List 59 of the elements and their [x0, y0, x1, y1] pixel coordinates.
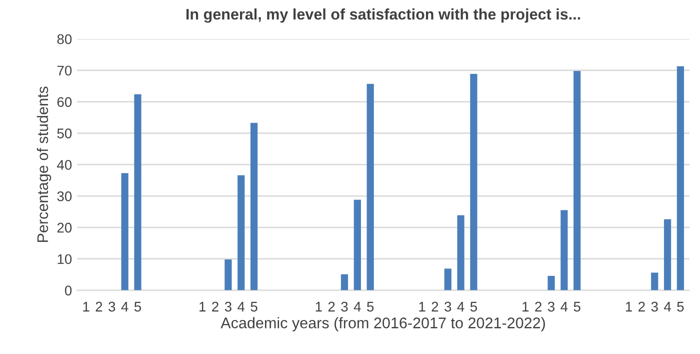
bar — [574, 70, 581, 290]
bar — [366, 84, 374, 290]
x-tick-label: 5 — [677, 302, 684, 312]
y-tick-label: 80 — [57, 34, 72, 44]
x-tick-label: 3 — [444, 302, 452, 312]
bar — [651, 272, 658, 290]
bar — [134, 94, 142, 290]
x-tick-label: 4 — [664, 302, 671, 312]
x-tick-label: 3 — [548, 302, 554, 312]
bar — [457, 215, 464, 290]
x-tick-label: 5 — [367, 302, 374, 312]
x-axis-title: Academic years (from 2016-2017 to 2021-2022) — [220, 317, 545, 332]
y-tick-label: 50 — [57, 128, 72, 138]
x-tick-label: 5 — [250, 302, 258, 312]
bar — [354, 200, 361, 290]
x-tick-label: 3 — [651, 302, 658, 312]
x-tick-label: 1 — [419, 302, 426, 312]
x-tick-label: 2 — [638, 302, 645, 312]
chart-title: In general, my level of satisfaction with the project is... — [186, 8, 580, 23]
x-tick-label: 1 — [200, 302, 206, 312]
y-tick-label: 30 — [57, 191, 72, 202]
y-axis-title: Percentage of students — [36, 86, 52, 242]
x-tick-label: 3 — [108, 302, 116, 312]
x-tick-label: 2 — [328, 302, 335, 312]
x-tick-label: 4 — [560, 302, 568, 312]
x-tick-label: 4 — [121, 302, 128, 312]
x-tick-label: 1 — [316, 302, 322, 312]
x-tick-label: 1 — [626, 302, 632, 312]
y-tick-label: 70 — [57, 66, 72, 76]
x-tick-label: 2 — [212, 302, 218, 312]
bar — [121, 173, 128, 290]
x-tick-label: 1 — [522, 302, 529, 312]
bar — [676, 66, 684, 290]
x-tick-label: 4 — [457, 302, 464, 312]
bar — [250, 122, 258, 290]
x-tick-label: 2 — [96, 302, 102, 312]
x-tick-label: 5 — [134, 302, 142, 312]
bar — [548, 276, 555, 290]
bar — [238, 175, 245, 290]
x-tick-label: 4 — [354, 302, 361, 312]
bar — [560, 210, 568, 290]
x-tick-label: 4 — [238, 302, 245, 312]
bar — [444, 268, 452, 290]
bar — [470, 74, 478, 290]
x-tick-label: 2 — [535, 302, 542, 312]
y-tick-label: 10 — [58, 254, 72, 264]
y-tick-label: 0 — [64, 286, 72, 296]
x-tick-label: 3 — [224, 302, 232, 312]
x-tick-label: 5 — [470, 302, 477, 312]
y-tick-label: 60 — [57, 97, 72, 107]
x-tick-label: 1 — [83, 302, 90, 312]
bar — [224, 259, 232, 290]
bar — [340, 274, 348, 290]
x-tick-label: 5 — [574, 302, 580, 312]
y-tick-label: 40 — [57, 160, 72, 170]
x-tick-label: 3 — [341, 302, 348, 312]
y-tick-label: 20 — [57, 222, 72, 233]
x-tick-label: 2 — [432, 302, 438, 312]
bar — [664, 219, 672, 290]
